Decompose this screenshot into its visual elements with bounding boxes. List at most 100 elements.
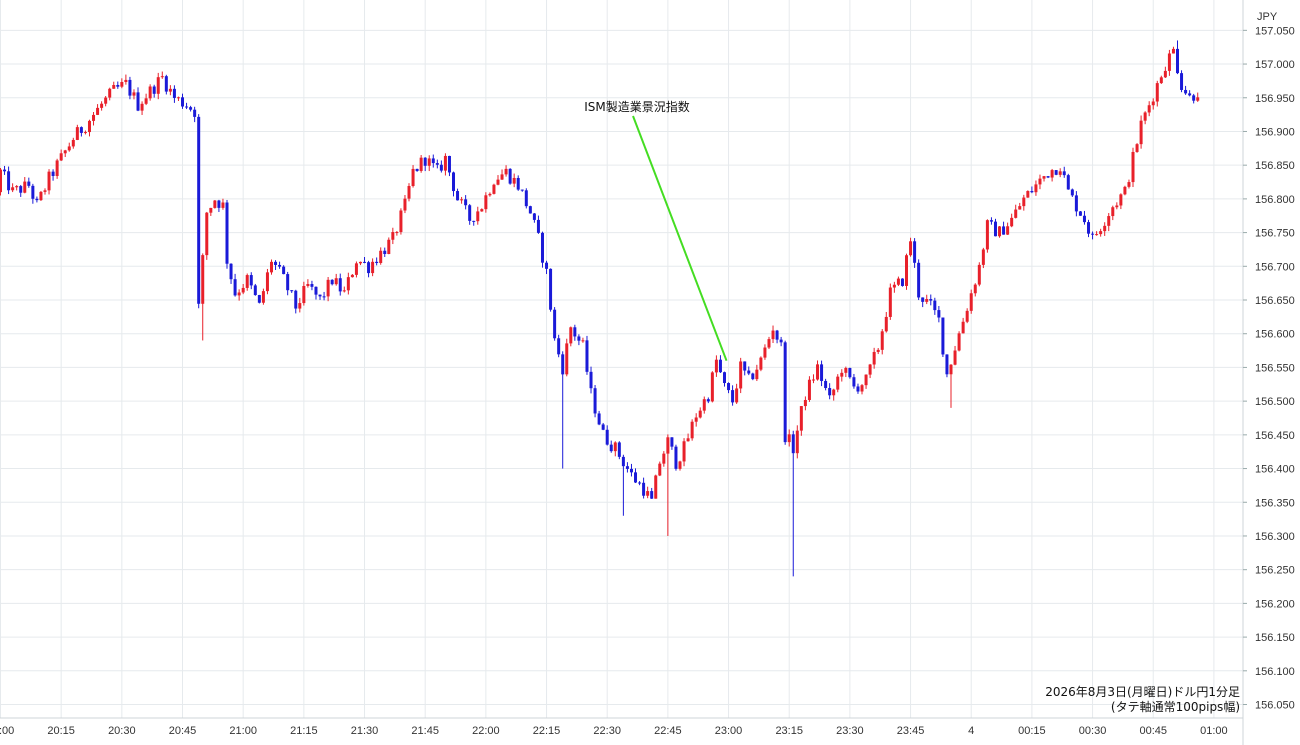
candle <box>658 461 662 477</box>
y-tick-label: 156.900 <box>1255 126 1295 138</box>
candle-body <box>775 330 779 340</box>
candle <box>662 451 666 467</box>
candle <box>807 376 811 402</box>
candle <box>945 354 949 378</box>
annotation: ISM製造業景況指数 <box>584 99 728 362</box>
candle <box>346 272 350 295</box>
candle <box>1184 85 1188 95</box>
candle <box>998 226 1002 238</box>
candle <box>1131 147 1135 188</box>
candle-body <box>824 380 828 389</box>
y-tick-label: 156.350 <box>1255 497 1295 509</box>
candle <box>1058 168 1062 178</box>
candle <box>743 361 747 376</box>
candle <box>694 413 698 427</box>
candle <box>553 307 557 341</box>
candle <box>1111 205 1115 221</box>
candle-body <box>872 351 876 365</box>
candle-body <box>1022 197 1026 207</box>
candle <box>1103 222 1107 236</box>
candle <box>253 283 257 296</box>
candle-body <box>868 364 872 375</box>
candle-body <box>1066 175 1070 190</box>
candle <box>686 433 690 442</box>
candle <box>189 105 193 112</box>
candle <box>31 183 35 204</box>
candle-body <box>1103 225 1107 232</box>
candle <box>334 273 338 286</box>
candle <box>545 260 549 275</box>
candle-body <box>282 266 286 275</box>
candle <box>383 247 387 257</box>
candle-body <box>1099 231 1103 235</box>
candle <box>500 169 504 180</box>
candle-body <box>391 232 395 240</box>
candle-body <box>1006 226 1010 235</box>
candle-body <box>759 357 763 370</box>
candle <box>217 199 221 213</box>
candle-body <box>1196 97 1200 101</box>
candle <box>1188 90 1192 97</box>
candle <box>702 396 706 414</box>
candle-body <box>718 359 722 373</box>
candle <box>803 396 807 411</box>
candle-body <box>763 347 767 358</box>
candle-body <box>51 171 55 176</box>
y-tick-label: 156.500 <box>1255 396 1295 408</box>
candle <box>783 340 787 445</box>
candle <box>528 205 532 214</box>
candle-body <box>367 262 371 274</box>
candle-body <box>197 116 201 304</box>
candle-body <box>7 171 11 191</box>
candle-body <box>403 198 407 211</box>
candle-body <box>617 442 621 457</box>
candle <box>856 383 860 394</box>
candle <box>917 259 921 301</box>
candle <box>464 195 468 210</box>
y-tick-label: 157.000 <box>1255 59 1295 71</box>
x-tick-label: 22:00 <box>472 725 500 737</box>
candle-body <box>860 385 864 392</box>
candle <box>1006 222 1010 235</box>
candle-body <box>876 349 880 352</box>
candle <box>957 331 961 352</box>
candle <box>484 192 488 213</box>
candle <box>1022 194 1026 211</box>
candle <box>116 81 120 89</box>
candle <box>868 363 872 379</box>
candle-body <box>1030 191 1034 193</box>
candle-body <box>11 187 15 191</box>
candle <box>427 155 431 172</box>
candle-body <box>334 278 338 285</box>
candle <box>1054 170 1058 176</box>
candle-body <box>193 109 197 117</box>
candle <box>229 263 233 284</box>
candle <box>1175 40 1179 75</box>
candle-body <box>100 103 104 108</box>
candle-body <box>472 220 476 222</box>
candle-body <box>176 97 180 99</box>
candle-body <box>654 475 658 499</box>
y-tick-label: 156.150 <box>1255 632 1295 644</box>
candle <box>472 220 476 226</box>
candle-body <box>536 219 540 233</box>
candle <box>573 324 577 341</box>
candle-body <box>561 354 565 375</box>
candle <box>609 440 613 453</box>
candle <box>488 192 492 197</box>
y-tick-label: 156.800 <box>1255 194 1295 206</box>
candle-body <box>609 444 613 452</box>
x-tick-label: 21:15 <box>290 725 318 737</box>
candle <box>108 87 112 101</box>
candle-body <box>314 286 318 295</box>
candle-body <box>629 468 633 473</box>
candle-body <box>354 263 358 275</box>
candle <box>419 155 423 173</box>
candle <box>55 158 59 179</box>
candle <box>265 268 269 295</box>
candle-body <box>1135 144 1139 152</box>
candle <box>739 357 743 394</box>
candle <box>569 326 573 347</box>
candle <box>435 159 439 169</box>
candle-body <box>318 294 322 297</box>
